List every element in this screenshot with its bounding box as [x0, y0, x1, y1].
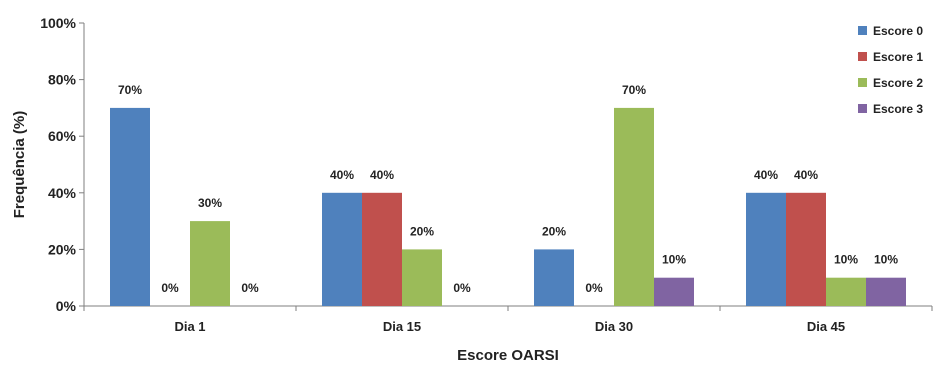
legend-swatch [858, 104, 867, 113]
y-tick-label: 80% [48, 72, 77, 88]
y-tick-label: 0% [56, 298, 77, 314]
bar [402, 249, 442, 306]
bar [826, 277, 866, 306]
data-label: 70% [622, 83, 646, 97]
y-tick-label: 40% [48, 185, 77, 201]
bars [110, 107, 906, 307]
data-label: 40% [370, 168, 394, 182]
bar [866, 277, 906, 306]
data-label: 20% [410, 224, 434, 238]
legend-swatch [858, 26, 867, 35]
legend-label: Escore 1 [873, 50, 923, 64]
bar [322, 192, 362, 306]
bar [534, 249, 574, 306]
data-label: 0% [585, 281, 603, 295]
bar [786, 192, 826, 306]
bar [654, 277, 694, 306]
legend: Escore 0 Escore 1 Escore 2 Escore 3 [858, 24, 923, 116]
y-axis: 0% 20% 40% 60% 80% 100% [40, 15, 85, 314]
data-label: 0% [453, 281, 471, 295]
data-label: 70% [118, 83, 142, 97]
x-axis-title: Escore OARSI [457, 347, 559, 364]
data-label: 20% [542, 224, 566, 238]
data-label: 10% [662, 253, 686, 267]
data-label: 40% [794, 168, 818, 182]
data-label: 10% [874, 253, 898, 267]
data-label: 10% [834, 253, 858, 267]
x-axis: Dia 1 Dia 15 Dia 30 Dia 45 [83, 305, 933, 334]
legend-swatch [858, 52, 867, 61]
y-tick-label: 20% [48, 241, 77, 257]
legend-label: Escore 0 [873, 24, 923, 38]
legend-label: Escore 2 [873, 76, 923, 90]
data-label: 30% [198, 196, 222, 210]
x-tick-label: Dia 45 [807, 319, 845, 334]
x-tick-label: Dia 1 [174, 319, 205, 334]
x-tick-label: Dia 30 [595, 319, 633, 334]
data-label: 0% [241, 281, 259, 295]
x-tick-label: Dia 15 [383, 319, 421, 334]
bar [746, 192, 786, 306]
y-tick-label: 100% [40, 15, 76, 31]
bar [190, 221, 230, 306]
bar [614, 107, 654, 307]
legend-label: Escore 3 [873, 102, 923, 116]
data-labels: 70% 40% 20% 40% 0% 40% 0% 40% 30% 20% 70% 10% 0% 0% 10… [118, 83, 898, 295]
data-label: 0% [161, 281, 179, 295]
bar [110, 107, 150, 307]
bar [362, 192, 402, 306]
legend-swatch [858, 78, 867, 87]
data-label: 40% [754, 168, 778, 182]
data-label: 40% [330, 168, 354, 182]
y-tick-label: 60% [48, 128, 77, 144]
y-axis-title: Frequência (%) [11, 111, 28, 219]
